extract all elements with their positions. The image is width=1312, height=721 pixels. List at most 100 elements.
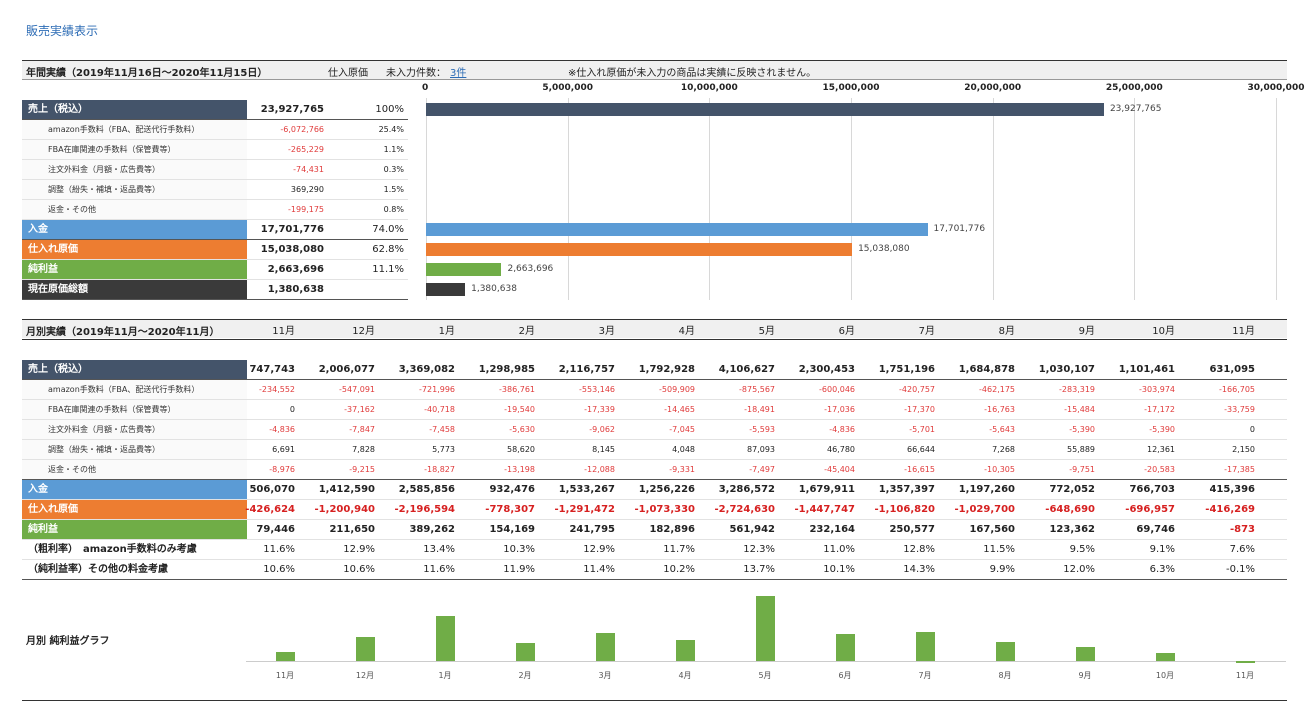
- monthly-cell: 1,298,985: [478, 364, 535, 375]
- monthly-cell: -1,200,940: [314, 504, 375, 515]
- axis-gridline: [1134, 98, 1136, 300]
- annual-row-value: 1,380,638: [267, 284, 324, 295]
- monthly-cell: 1,256,226: [638, 484, 695, 495]
- annual-row-label: 純利益: [22, 260, 247, 279]
- profit-graph-month-label: 3月: [598, 671, 612, 680]
- monthly-cell: -547,091: [339, 385, 375, 394]
- annual-row-value: 2,663,696: [267, 264, 324, 275]
- profit-graph-baseline: [246, 661, 1286, 662]
- monthly-row-label: （粗利率） amazon手数料のみ考慮: [28, 544, 197, 555]
- annual-row-percent: 0.8%: [383, 205, 404, 214]
- month-header: 5月: [758, 326, 775, 337]
- monthly-row-divider: [22, 559, 1287, 560]
- profit-graph-bar: [676, 639, 695, 661]
- annual-bar-cost: [426, 243, 853, 256]
- annual-bar-deposit: [426, 223, 928, 236]
- annual-header: 年間実績（2019年11月16日〜2020年11月15日） 仕入原価 未入力件数…: [22, 61, 1287, 79]
- monthly-cell: -5,643: [989, 425, 1015, 434]
- axis-gridline: [992, 98, 994, 300]
- profit-graph-bar: [276, 651, 295, 661]
- annual-row-amazon-fee: amazon手数料（FBA、配送代行手数料） -6,072,766 25.4%: [22, 120, 408, 140]
- monthly-row-label: 売上（税込）: [22, 360, 247, 379]
- profit-graph-bar: [516, 643, 535, 661]
- monthly-cell: 46,780: [827, 445, 855, 454]
- monthly-row-amazon-fee: amazon手数料（FBA、配送代行手数料） -234,552 -547,091 -7…: [22, 380, 1287, 400]
- axis-gridline: [851, 98, 852, 300]
- monthly-cell: 10.1%: [823, 564, 855, 575]
- monthly-cell: 58,620: [507, 445, 535, 454]
- monthly-cell: -17,385: [1224, 465, 1255, 474]
- monthly-cell: 167,560: [969, 524, 1015, 535]
- monthly-cell: 9.9%: [989, 564, 1015, 575]
- monthly-header: 月別実績（2019年11月〜2020年11月）: [22, 320, 1287, 338]
- monthly-cell: 1,533,267: [558, 484, 615, 495]
- profit-graph-month-label: 1月: [438, 671, 452, 680]
- monthly-cell: 766,703: [1129, 484, 1175, 495]
- monthly-cell: 11.7%: [663, 544, 695, 555]
- monthly-cell: 12,361: [1147, 445, 1175, 454]
- axis-tick-label: 10,000,000: [680, 83, 738, 93]
- axis-gridline: [1276, 98, 1277, 300]
- annual-row-current-cost-total: 現在原価総額 1,380,638: [22, 280, 408, 300]
- annual-row-value: -74,431: [293, 165, 324, 174]
- monthly-cell: -721,996: [419, 385, 455, 394]
- monthly-cell: 1,684,878: [958, 364, 1015, 375]
- monthly-cell: -1,291,472: [554, 504, 615, 515]
- monthly-cell: -1,073,330: [634, 504, 695, 515]
- profit-graph-bar: [996, 641, 1015, 661]
- monthly-cell: -17,339: [584, 405, 615, 414]
- annual-row-label: 調整（紛失・補填・返品費等）: [22, 180, 247, 199]
- unentered-count-link[interactable]: 3件: [450, 68, 467, 79]
- month-header: 2月: [518, 326, 535, 337]
- annual-top-rule: [22, 60, 1287, 61]
- profit-graph-month-label: 8月: [998, 671, 1012, 680]
- annual-bar-label: 15,038,080: [858, 244, 910, 254]
- profit-graph-month-label: 6月: [838, 671, 852, 680]
- annual-row-value: -265,229: [288, 145, 324, 154]
- annual-row-label: 売上（税込）: [22, 100, 247, 119]
- monthly-header-title: 月別実績（2019年11月〜2020年11月）: [26, 327, 220, 338]
- monthly-row-divider: [22, 539, 1287, 540]
- monthly-row-divider: [22, 579, 1287, 580]
- monthly-cell: -778,307: [485, 504, 535, 515]
- monthly-row-divider: [22, 499, 1287, 500]
- monthly-row-sales: 売上（税込） 747,743 2,006,077 3,369,082 1,298,985…: [22, 360, 1287, 380]
- profit-graph-bar: [916, 632, 935, 661]
- monthly-row-label: 返金・その他: [22, 460, 247, 479]
- monthly-cell: -1,029,700: [954, 504, 1015, 515]
- monthly-cell: 9.5%: [1069, 544, 1095, 555]
- monthly-cell: -45,404: [824, 465, 855, 474]
- monthly-cell: 14.3%: [903, 564, 935, 575]
- month-header: 6月: [838, 326, 855, 337]
- annual-row-divider: [22, 159, 408, 160]
- annual-row-divider: [22, 259, 408, 260]
- monthly-cell: 1,357,397: [878, 484, 935, 495]
- monthly-cell: -553,146: [579, 385, 615, 394]
- annual-bar-label: 2,663,696: [507, 264, 554, 274]
- monthly-cell: -4,836: [829, 425, 855, 434]
- monthly-cell: 182,896: [649, 524, 695, 535]
- annual-bar-net-profit: [426, 263, 502, 276]
- annual-row-label: FBA在庫関連の手数料（保管費等）: [22, 140, 247, 159]
- page-title: 販売実績表示: [26, 24, 99, 38]
- monthly-cell: -13,198: [504, 465, 535, 474]
- annual-row-percent: 1.1%: [383, 145, 404, 154]
- monthly-cell: 772,052: [1049, 484, 1095, 495]
- monthly-row-refund-other: 返金・その他 -8,976 -9,215 -18,827 -13,198 -12,088 -…: [22, 460, 1287, 480]
- monthly-cell: -600,046: [819, 385, 855, 394]
- monthly-cell: 1,412,590: [318, 484, 375, 495]
- annual-row-cost: 仕入れ原価 15,038,080 62.8%: [22, 240, 408, 260]
- monthly-cell: -166,705: [1219, 385, 1255, 394]
- annual-row-percent: 62.8%: [372, 244, 404, 255]
- monthly-cell: 12.0%: [1063, 564, 1095, 575]
- profit-graph-month-label: 7月: [918, 671, 932, 680]
- monthly-cell: 11.9%: [503, 564, 535, 575]
- monthly-cell: 10.6%: [263, 564, 295, 575]
- monthly-cell: 1,751,196: [878, 364, 935, 375]
- monthly-cell: 1,030,107: [1038, 364, 1095, 375]
- monthly-cell: 389,262: [409, 524, 455, 535]
- monthly-cell: -303,974: [1139, 385, 1175, 394]
- monthly-row-gross-margin-rate: （粗利率） amazon手数料のみ考慮 11.6% 12.9% 13.4% 10.3% 1…: [22, 540, 1287, 560]
- monthly-cell: -12,088: [584, 465, 615, 474]
- monthly-cell: 69,746: [1136, 524, 1175, 535]
